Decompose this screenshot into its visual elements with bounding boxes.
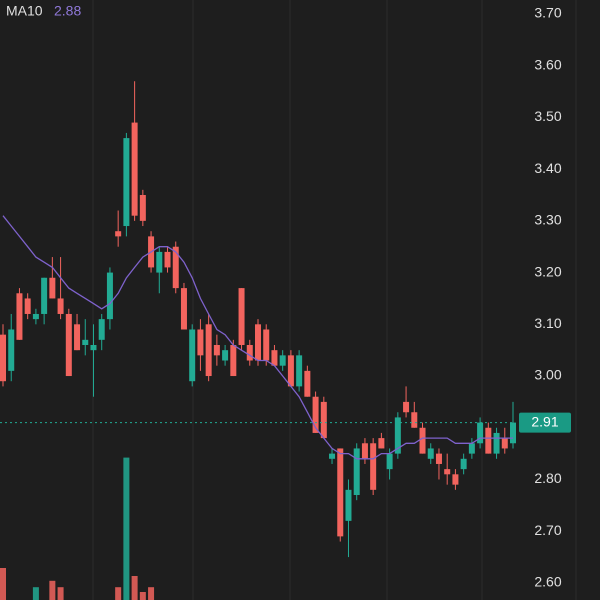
candle-body bbox=[493, 432, 500, 454]
y-tick-label: 2.60 bbox=[534, 574, 561, 590]
volume-bar bbox=[49, 580, 56, 600]
candle-body bbox=[16, 293, 23, 340]
candle-body bbox=[361, 443, 368, 459]
candle-body bbox=[378, 438, 385, 449]
candle-body bbox=[164, 251, 171, 268]
last-price-label: 2.91 bbox=[531, 413, 558, 429]
candle-body bbox=[41, 277, 48, 314]
candle-body bbox=[255, 324, 261, 361]
candle-body bbox=[106, 272, 113, 320]
y-tick-label: 3.10 bbox=[534, 315, 561, 331]
candle-body bbox=[468, 443, 475, 454]
candle-body bbox=[131, 122, 138, 216]
candle-body bbox=[510, 422, 516, 444]
candle-body bbox=[32, 313, 39, 320]
candle-body bbox=[0, 334, 6, 382]
candle-body bbox=[24, 298, 31, 314]
candle-body bbox=[180, 288, 187, 330]
indicator-value: 2.88 bbox=[54, 3, 81, 19]
candle-body bbox=[427, 448, 434, 459]
volume-bar bbox=[123, 457, 130, 600]
last-price-tag bbox=[519, 412, 571, 433]
candle-body bbox=[222, 350, 229, 361]
volume-bar bbox=[148, 587, 155, 600]
candle-body bbox=[394, 417, 401, 454]
candle-body bbox=[238, 288, 245, 345]
indicator-name: MA10 bbox=[6, 3, 43, 19]
candle-body bbox=[304, 370, 311, 397]
candle-body bbox=[65, 313, 72, 377]
candle-body bbox=[279, 355, 286, 366]
candle-body bbox=[82, 339, 89, 345]
candle-body bbox=[353, 448, 360, 495]
y-tick-label: 2.80 bbox=[534, 470, 561, 486]
candle-body bbox=[329, 453, 336, 459]
y-tick-label: 3.70 bbox=[534, 5, 561, 21]
candle-body bbox=[197, 329, 204, 356]
volume-bar bbox=[0, 568, 6, 600]
candle-body bbox=[460, 458, 467, 470]
candle-body bbox=[411, 412, 418, 428]
candle-body bbox=[98, 319, 105, 340]
candle-body bbox=[8, 329, 15, 371]
candle-body bbox=[49, 277, 56, 299]
candle-body bbox=[501, 438, 508, 449]
candle-body bbox=[263, 329, 270, 361]
candle-body bbox=[205, 324, 212, 377]
y-tick-label: 3.20 bbox=[534, 263, 561, 279]
volume-bar bbox=[131, 576, 138, 600]
candle-body bbox=[156, 251, 163, 273]
candle-body bbox=[403, 401, 410, 413]
candle-body bbox=[271, 350, 278, 366]
y-tick-label: 3.30 bbox=[534, 212, 561, 228]
candle-body bbox=[287, 355, 294, 387]
y-tick-label: 3.60 bbox=[534, 56, 561, 72]
candle-body bbox=[312, 396, 319, 433]
volume-bar bbox=[32, 587, 39, 600]
volume-bars bbox=[0, 457, 155, 600]
candle-body bbox=[296, 355, 303, 387]
y-tick-label: 3.00 bbox=[534, 367, 561, 383]
candle-body bbox=[246, 345, 253, 361]
candle-body bbox=[139, 195, 146, 221]
candle-body bbox=[337, 448, 344, 537]
candle-body bbox=[370, 443, 377, 490]
candle-body bbox=[172, 246, 179, 289]
y-tick-label: 2.70 bbox=[534, 522, 561, 538]
candle-body bbox=[90, 345, 97, 351]
volume-bar bbox=[57, 587, 64, 600]
candle-body bbox=[320, 401, 327, 439]
candle-body bbox=[452, 474, 459, 485]
volume-bar bbox=[115, 587, 122, 600]
vertical-grid bbox=[92, 0, 577, 600]
candle-body bbox=[477, 422, 484, 444]
candle-body bbox=[419, 427, 426, 454]
candle-body bbox=[485, 427, 492, 454]
candle-body bbox=[345, 489, 352, 521]
candle-body bbox=[230, 345, 237, 377]
candle-body bbox=[57, 298, 64, 314]
candle-body bbox=[74, 324, 81, 351]
y-tick-label: 3.50 bbox=[534, 108, 561, 124]
candle-body bbox=[213, 345, 220, 356]
candle-body bbox=[123, 138, 130, 227]
ma-line bbox=[2, 215, 513, 460]
candle-body bbox=[444, 469, 451, 475]
candle-body bbox=[386, 453, 393, 470]
candle-body bbox=[115, 231, 122, 237]
candle-body bbox=[189, 329, 196, 382]
candle-body bbox=[435, 453, 442, 464]
volume-bar bbox=[139, 592, 146, 600]
y-tick-label: 3.40 bbox=[534, 160, 561, 176]
